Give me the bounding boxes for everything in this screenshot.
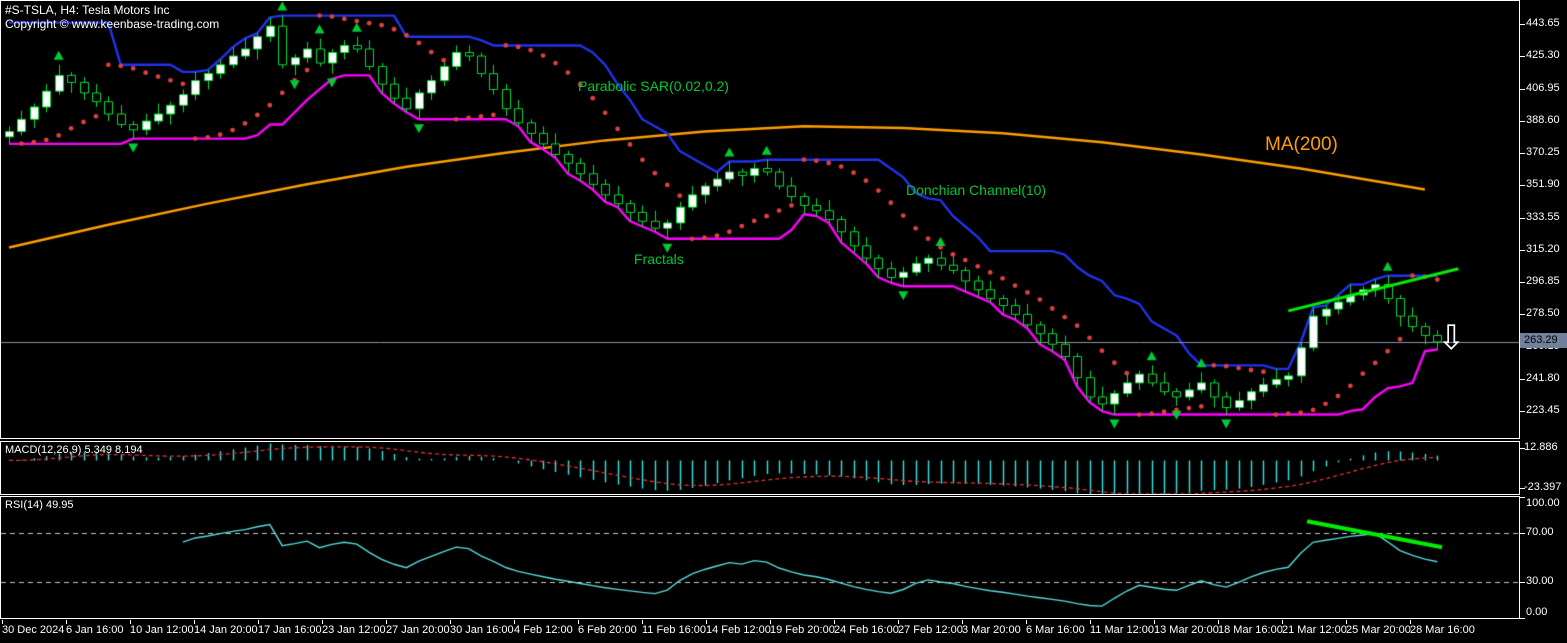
price-tick-mark	[1519, 218, 1525, 219]
price-tick-mark	[1519, 314, 1525, 315]
time-label: 10 Jan 12:00	[130, 624, 194, 636]
time-label: 11 Mar 12:00	[1090, 624, 1155, 636]
price-tick-label: 425.30	[1526, 49, 1560, 61]
time-tick-mark	[1282, 620, 1283, 624]
rsi-axis-label: 30.00	[1526, 575, 1554, 587]
time-label: 21 Mar 12:00	[1282, 624, 1347, 636]
time-label: 18 Mar 16:00	[1218, 624, 1283, 636]
time-label: 13 Mar 20:00	[1154, 624, 1219, 636]
time-tick-mark	[1346, 620, 1347, 624]
time-tick-mark	[962, 620, 963, 624]
time-label: 3 Mar 20:00	[962, 624, 1021, 636]
time-label: 24 Feb 16:00	[834, 624, 899, 636]
price-tick-label: 333.55	[1526, 211, 1560, 223]
time-label: 27 Jan 20:00	[386, 624, 450, 636]
main-chart-canvas[interactable]	[1, 1, 1519, 438]
price-tick-mark	[1519, 411, 1525, 412]
price-tick-mark	[1519, 185, 1525, 186]
price-tick-label: 315.20	[1526, 243, 1560, 255]
macd-tick-mark	[1519, 488, 1525, 489]
price-tick-mark	[1519, 379, 1525, 380]
time-label: 25 Mar 20:00	[1346, 624, 1411, 636]
price-tick-label: 296.85	[1526, 275, 1560, 287]
time-tick-mark	[322, 620, 323, 624]
time-label: 19 Feb 20:00	[770, 624, 835, 636]
symbol-title: #S-TSLA, H4: Tesla Motors Inc	[5, 3, 170, 17]
time-tick-mark	[450, 620, 451, 624]
rsi-tick-mark	[1519, 582, 1525, 583]
time-label: 6 Feb 20:00	[578, 624, 637, 636]
rsi-label: RSI(14) 49.95	[5, 499, 74, 511]
price-tick-label: 406.95	[1526, 82, 1560, 94]
donchian-label: Donchian Channel(10)	[906, 182, 1047, 198]
rsi-panel[interactable]: RSI(14) 49.95	[0, 496, 1520, 619]
time-tick-mark	[706, 620, 707, 624]
macd-tick-mark	[1519, 448, 1525, 449]
time-label: 30 Dec 2024	[2, 624, 65, 636]
time-tick-mark	[642, 620, 643, 624]
time-label: 11 Feb 16:00	[642, 624, 707, 636]
time-label: 17 Jan 16:00	[258, 624, 322, 636]
time-tick-mark	[386, 620, 387, 624]
price-tick-mark	[1519, 121, 1525, 122]
rsi-axis-label: 70.00	[1526, 526, 1554, 538]
fractals-label: Fractals	[634, 251, 684, 267]
price-tick-mark	[1519, 56, 1525, 57]
time-label: 4 Feb 12:00	[514, 624, 573, 636]
price-tick-label: 443.65	[1526, 17, 1560, 29]
macd-panel[interactable]: MACD(12,26,9) 5.349 8.194	[0, 441, 1520, 495]
time-tick-mark	[1090, 620, 1091, 624]
rsi-axis-label: 0.00	[1526, 606, 1548, 618]
rsi-canvas[interactable]	[1, 497, 1519, 618]
price-tick-mark	[1519, 89, 1525, 90]
time-tick-mark	[514, 620, 515, 624]
down-arrow-icon[interactable]: ⇩	[1437, 319, 1466, 357]
time-label: 27 Feb 12:00	[898, 624, 963, 636]
ma200-label: MA(200)	[1265, 134, 1338, 155]
price-tick-label: 278.50	[1526, 307, 1560, 319]
time-label: 30 Jan 16:00	[450, 624, 514, 636]
psar-label: Parabolic SAR(0.02,0.2)	[578, 78, 729, 94]
time-tick-mark	[1410, 620, 1411, 624]
price-tick-label: 370.25	[1526, 146, 1560, 158]
macd-axis-max: 12.886	[1524, 441, 1558, 453]
time-tick-mark	[66, 620, 67, 624]
price-tick-mark	[1519, 153, 1525, 154]
time-tick-mark	[770, 620, 771, 624]
price-tick-label: 223.45	[1526, 404, 1560, 416]
rsi-axis-label: 100.00	[1526, 497, 1560, 509]
time-tick-mark	[130, 620, 131, 624]
rsi-tick-mark	[1519, 618, 1525, 619]
time-tick-mark	[2, 620, 3, 624]
time-label: 28 Mar 16:00	[1410, 624, 1475, 636]
time-tick-mark	[578, 620, 579, 624]
rsi-tick-mark	[1519, 497, 1525, 498]
price-tick-label: 388.60	[1526, 114, 1560, 126]
time-label: 14 Jan 20:00	[194, 624, 258, 636]
time-label: 14 Feb 12:00	[706, 624, 771, 636]
macd-axis-min: -23.397	[1524, 481, 1562, 493]
time-tick-mark	[258, 620, 259, 624]
macd-label: MACD(12,26,9) 5.349 8.194	[5, 444, 143, 456]
time-tick-mark	[898, 620, 899, 624]
price-tick-label: 241.80	[1526, 372, 1560, 384]
time-label: 6 Jan 16:00	[66, 624, 124, 636]
price-tick-mark	[1519, 282, 1525, 283]
macd-canvas[interactable]	[1, 442, 1519, 494]
rsi-tick-mark	[1519, 533, 1525, 534]
time-label: 6 Mar 16:00	[1026, 624, 1085, 636]
price-tick-mark	[1519, 24, 1525, 25]
time-tick-mark	[834, 620, 835, 624]
price-tick-label: 351.90	[1526, 178, 1560, 190]
main-price-panel[interactable]: #S-TSLA, H4: Tesla Motors Inc Copyright …	[0, 0, 1520, 439]
current-price-badge: 263.29	[1520, 333, 1567, 348]
copyright-label: Copyright © www.keenbase-trading.com	[5, 17, 220, 31]
price-tick-mark	[1519, 250, 1525, 251]
time-label: 23 Jan 12:00	[322, 624, 386, 636]
time-tick-mark	[1218, 620, 1219, 624]
time-tick-mark	[1154, 620, 1155, 624]
time-tick-mark	[194, 620, 195, 624]
time-tick-mark	[1026, 620, 1027, 624]
